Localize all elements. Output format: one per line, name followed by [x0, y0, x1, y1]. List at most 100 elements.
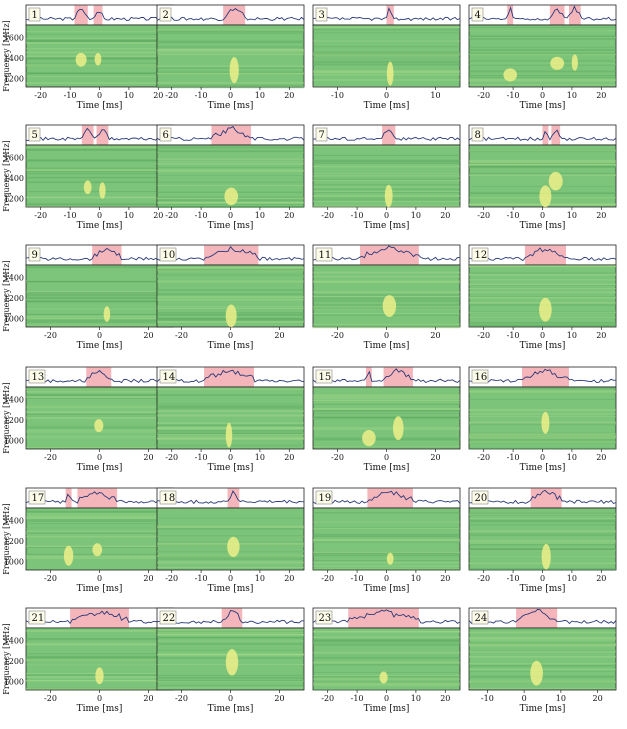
- noise-stripe: [157, 388, 304, 390]
- noise-stripe: [26, 298, 173, 301]
- x-tick-label: -10: [64, 211, 77, 220]
- x-tick-label: 0: [97, 694, 102, 703]
- noise-stripe: [157, 185, 304, 186]
- burst-signal: [225, 649, 239, 676]
- noise-stripe: [26, 172, 173, 175]
- noise-stripe: [469, 441, 616, 444]
- x-tick-label: -20: [44, 574, 57, 583]
- panel-24: 24 -10 0 10 20 Time [ms]: [468, 607, 617, 714]
- noise-stripe: [157, 289, 304, 291]
- burst-signal: [92, 543, 103, 557]
- noise-stripe: [26, 390, 173, 393]
- noise-stripe: [157, 633, 304, 636]
- x-tick-label: 20: [153, 91, 163, 100]
- noise-stripe: [469, 174, 616, 177]
- noise-stripe: [26, 39, 173, 41]
- burst-highlight: [348, 608, 419, 628]
- noise-stripe: [157, 163, 304, 165]
- noise-stripe: [157, 275, 304, 278]
- noise-stripe: [469, 530, 616, 533]
- noise-stripe: [469, 165, 616, 167]
- dynamic-spectrum: [312, 386, 461, 450]
- burst-highlight: [211, 125, 252, 145]
- profile-line: [312, 490, 461, 505]
- y-tick-label: 1200: [4, 416, 24, 425]
- x-tick-label: 20: [440, 694, 450, 703]
- noise-stripe: [313, 46, 460, 48]
- noise-stripe: [157, 150, 304, 152]
- x-tick-label: 20: [143, 331, 153, 340]
- noise-stripe: [26, 298, 173, 301]
- noise-stripe: [469, 149, 616, 152]
- panel-label: 4: [475, 10, 481, 21]
- noise-stripe: [157, 679, 304, 682]
- x-axis-label: Time [ms]: [520, 101, 566, 111]
- noise-stripe: [157, 48, 304, 51]
- noise-stripe: [26, 687, 173, 689]
- x-tick-label: -20: [477, 91, 490, 100]
- noise-stripe: [469, 38, 616, 40]
- x-axis-label: Time [ms]: [364, 463, 410, 473]
- noise-stripe: [26, 557, 173, 559]
- noise-stripe: [26, 313, 173, 315]
- noise-stripe: [26, 204, 173, 206]
- x-tick-label: 20: [596, 574, 606, 583]
- noise-stripe: [157, 636, 304, 639]
- noise-stripe: [26, 148, 173, 151]
- noise-stripe: [469, 665, 616, 667]
- burst-highlight: [70, 608, 129, 628]
- noise-stripe: [469, 274, 616, 276]
- panel-11: 11 -20 0 20 Time [ms]: [312, 244, 461, 351]
- noise-stripe: [157, 527, 304, 529]
- noise-stripe: [26, 405, 173, 407]
- noise-stripe: [313, 552, 460, 554]
- noise-stripe: [26, 643, 173, 646]
- noise-stripe: [469, 514, 616, 516]
- noise-stripe: [26, 389, 173, 391]
- x-tick-label: -20: [477, 574, 490, 583]
- x-tick-label: 10: [255, 574, 265, 583]
- noise-stripe: [313, 154, 460, 156]
- y-tick-label: 1200: [4, 75, 24, 84]
- noise-stripe: [313, 71, 460, 74]
- noise-stripe: [313, 535, 460, 537]
- x-tick-label: -20: [331, 453, 344, 462]
- noise-stripe: [157, 82, 304, 84]
- noise-stripe: [157, 403, 304, 405]
- noise-stripe: [313, 394, 460, 397]
- noise-stripe: [26, 664, 173, 666]
- noise-stripe: [313, 539, 460, 541]
- noise-stripe: [313, 57, 460, 60]
- x-tick-label: 10: [430, 91, 440, 100]
- noise-stripe: [26, 517, 173, 520]
- noise-stripe: [26, 159, 173, 162]
- noise-stripe: [313, 685, 460, 687]
- noise-stripe: [469, 297, 616, 299]
- burst-signal: [539, 185, 552, 208]
- burst-signal: [539, 297, 552, 322]
- y-axis-label: Frequency [MHz]: [2, 382, 11, 453]
- noise-stripe: [26, 177, 173, 179]
- burst-signal: [382, 295, 397, 317]
- burst-signal: [224, 187, 238, 206]
- noise-stripe: [26, 300, 173, 303]
- noise-stripe: [26, 196, 173, 198]
- noise-stripe: [157, 687, 304, 689]
- profile-line: [468, 608, 617, 625]
- x-tick-label: 10: [411, 574, 421, 583]
- x-tick-label: -20: [165, 453, 178, 462]
- x-tick-label: 20: [284, 91, 294, 100]
- noise-stripe: [157, 535, 304, 537]
- x-axis-label: Time [ms]: [208, 341, 254, 351]
- noise-stripe: [313, 175, 460, 177]
- noise-stripe: [157, 410, 304, 412]
- noise-stripe: [26, 418, 173, 420]
- noise-stripe: [157, 29, 304, 31]
- noise-stripe: [313, 266, 460, 268]
- noise-stripe: [157, 558, 304, 560]
- noise-stripe: [469, 164, 616, 166]
- noise-stripe: [26, 555, 173, 558]
- noise-stripe: [26, 31, 173, 32]
- noise-stripe: [313, 61, 460, 63]
